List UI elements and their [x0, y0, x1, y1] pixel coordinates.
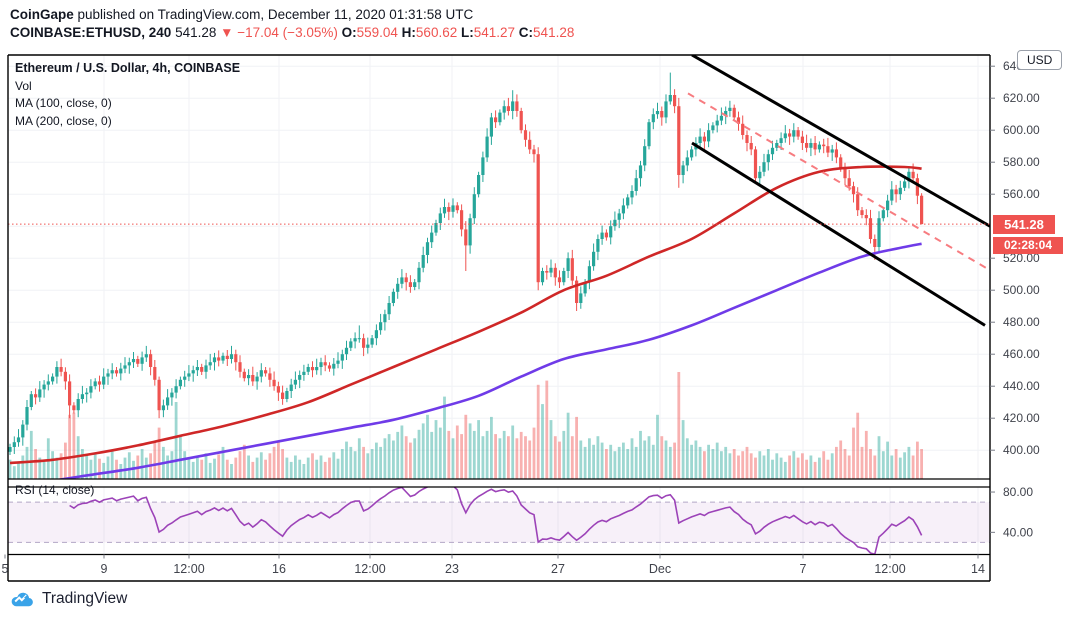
- price-tick-label: 400.00: [1003, 443, 1040, 457]
- price-tick-label: 520.00: [1003, 251, 1040, 265]
- publisher-name: CoinGape: [10, 7, 74, 22]
- time-tick-label: 9: [101, 562, 108, 576]
- tradingview-branding[interactable]: TradingView: [9, 590, 127, 608]
- volume-series: [8, 372, 923, 479]
- price-tick-label: 580.00: [1003, 155, 1040, 169]
- close-label: C:: [518, 25, 534, 40]
- time-tick-label: Dec: [649, 562, 671, 576]
- price-scale[interactable]: USD 541.28 02:28:04: [991, 44, 1073, 581]
- legend-ma100: MA (100, close, 0): [15, 96, 112, 110]
- chart-legend[interactable]: Ethereum / U.S. Dollar, 4h, COINBASE Vol…: [15, 60, 240, 130]
- legend-volume: Vol: [15, 78, 32, 93]
- time-tick-label: 12:00: [354, 562, 385, 576]
- open-value: 559.04: [356, 25, 398, 40]
- rsi-indicator-label: RSI (14, close): [15, 483, 95, 497]
- price-tick-label: 560.00: [1003, 187, 1040, 201]
- price-axis-labels: 640.00620.00600.00580.00560.00520.00500.…: [990, 59, 1040, 539]
- time-tick-label: 7: [800, 562, 807, 576]
- ma200-line: [54, 242, 922, 479]
- price-tick-label: 500.00: [1003, 283, 1040, 297]
- time-tick-label: 12:00: [173, 562, 204, 576]
- price-tick-label: 620.00: [1003, 91, 1040, 105]
- rsi-pane: [8, 487, 990, 555]
- time-tick-label: 5: [2, 562, 9, 576]
- trendlines-layer[interactable]: [687, 55, 990, 327]
- low-value: 541.27: [473, 25, 516, 40]
- high-label: H:: [401, 25, 416, 40]
- publication-line: CoinGape published on TradingView.com, D…: [10, 7, 473, 22]
- last-price-badge: 541.28: [993, 215, 1055, 234]
- time-axis-labels: 5 9 12:00 16 12:00 23 27 Dec 7 12:00 14: [2, 554, 985, 576]
- gridlines: [8, 55, 990, 555]
- time-scale[interactable]: [8, 555, 990, 581]
- symbol-status-line: COINBASE:ETHUSD, 240 541.28 ▼ −17.04 (−3…: [10, 25, 574, 40]
- price-tick-label: 480.00: [1003, 315, 1040, 329]
- ma100-line: [9, 165, 922, 465]
- open-label: O:: [341, 25, 357, 40]
- time-tick-label: 14: [971, 562, 985, 576]
- time-tick-label: 12:00: [874, 562, 905, 576]
- publication-text: published on TradingView.com, December 1…: [73, 7, 474, 22]
- rsi-tick-label: 80.00: [1003, 485, 1033, 499]
- time-tick-label: 23: [445, 562, 459, 576]
- bar-countdown-badge: 02:28:04: [993, 237, 1063, 254]
- pane-frame: [7, 54, 991, 582]
- price-tick-label: 600.00: [1003, 123, 1040, 137]
- low-label: L:: [460, 25, 474, 40]
- tradingview-cloud-icon: [11, 592, 33, 607]
- legend-symbol-title: Ethereum / U.S. Dollar, 4h, COINBASE: [15, 61, 241, 75]
- time-tick-label: 16: [272, 562, 286, 576]
- price-tick-label: 460.00: [1003, 347, 1040, 361]
- symbol-name: COINBASE:ETHUSD, 240: [10, 25, 172, 40]
- price-tick-label: 440.00: [1003, 379, 1040, 393]
- currency-toggle-button[interactable]: USD: [1017, 50, 1063, 70]
- high-value: 560.62: [415, 25, 458, 40]
- time-tick-label: 27: [551, 562, 565, 576]
- close-value: 541.28: [533, 25, 575, 40]
- tradingview-brand-text: TradingView: [42, 590, 128, 607]
- last-price: 541.28: [175, 25, 217, 40]
- legend-ma200: MA (200, close, 0): [15, 113, 112, 128]
- candlestick-series: [8, 72, 924, 455]
- price-change: −17.04 (−3.05%): [237, 25, 338, 40]
- change-arrow-icon: ▼: [220, 25, 234, 40]
- price-tick-label: 420.00: [1003, 411, 1040, 425]
- rsi-tick-label: 40.00: [1003, 525, 1033, 539]
